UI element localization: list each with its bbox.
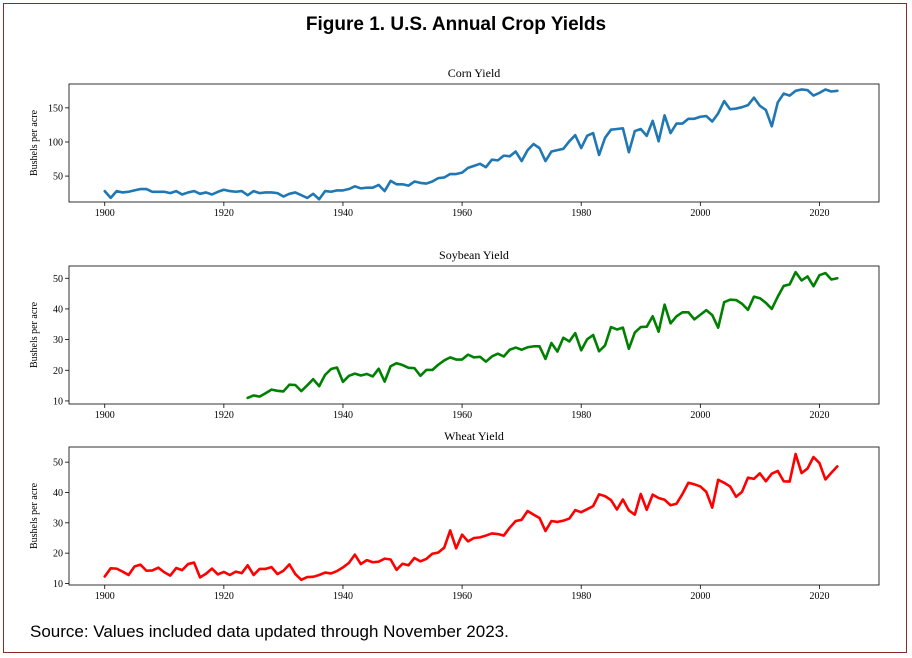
corn-x-tick-label: 1920	[214, 208, 234, 219]
soybean-x-tick-label: 1960	[452, 410, 472, 419]
corn-yield-chart: Corn Yield Bushels per acre 1900 1920 1940 19…	[29, 66, 880, 219]
soybean-y-tick-label: 30	[53, 335, 63, 346]
wheat-x-tick-label: 2000	[690, 591, 710, 600]
soybean-x-tick-label: 1940	[333, 410, 353, 419]
soybean-x-tick-label: 1980	[571, 410, 591, 419]
wheat-x-tick-label: 2020	[809, 591, 829, 600]
figure-title: Figure 1. U.S. Annual Crop Yields	[305, 14, 607, 35]
wheat-plot-area	[68, 446, 880, 586]
wheat-y-tick-label: 50	[53, 458, 63, 469]
corn-x-tick-label: 2020	[809, 208, 829, 219]
wheat-x-tick-label: 1980	[571, 591, 591, 600]
soybean-yield-chart: Soybean Yield Bushels per acre 1900 1920 194…	[29, 248, 880, 419]
corn-chart-title: Corn Yield	[448, 66, 501, 80]
wheat-y-tick-label: 30	[53, 518, 63, 529]
corn-yield-line	[103, 88, 839, 201]
soybean-y-tick-label: 10	[53, 396, 63, 407]
corn-y-tick-label: 100	[48, 137, 63, 148]
soybean-y-tick-label: 50	[53, 274, 63, 285]
soybean-y-tick-label: 40	[53, 304, 63, 315]
wheat-x-tick-label: 1920	[214, 591, 234, 600]
figure-source-note: Source: Values included data updated thr…	[30, 622, 509, 641]
corn-x-tick-label: 1940	[333, 208, 353, 219]
wheat-x-tick-label: 1940	[333, 591, 353, 600]
corn-y-tick-label: 50	[53, 172, 63, 183]
corn-y-tick-label: 150	[48, 103, 63, 114]
corn-plot-area	[68, 83, 880, 203]
corn-x-tick-label: 1960	[452, 208, 472, 219]
soybean-x-tick-label: 2000	[690, 410, 710, 419]
soybean-yield-line	[246, 270, 839, 400]
wheat-y-tick-label: 20	[53, 549, 63, 560]
corn-x-tick-label: 1900	[95, 208, 115, 219]
wheat-y-axis-label: Bushels per acre	[29, 482, 40, 549]
wheat-x-tick-label: 1960	[452, 591, 472, 600]
wheat-yield-line	[103, 452, 839, 582]
soybean-y-tick-label: 20	[53, 366, 63, 377]
wheat-yield-chart: Wheat Yield Bushels per acre 1900 1920 1940 1…	[29, 429, 880, 600]
soybean-chart-title: Soybean Yield	[439, 248, 509, 262]
wheat-x-tick-label: 1900	[95, 591, 115, 600]
wheat-y-tick-label: 10	[53, 579, 63, 590]
wheat-y-tick-label: 40	[53, 488, 63, 499]
corn-y-axis-label: Bushels per acre	[29, 109, 40, 176]
soybean-x-tick-label: 2020	[809, 410, 829, 419]
soybean-y-axis-label: Bushels per acre	[29, 301, 40, 368]
soybean-x-tick-label: 1900	[95, 410, 115, 419]
soybean-plot-area	[68, 265, 880, 405]
corn-x-tick-label: 1980	[571, 208, 591, 219]
corn-x-tick-label: 2000	[690, 208, 710, 219]
wheat-chart-title: Wheat Yield	[444, 429, 504, 443]
soybean-x-tick-label: 1920	[214, 410, 234, 419]
